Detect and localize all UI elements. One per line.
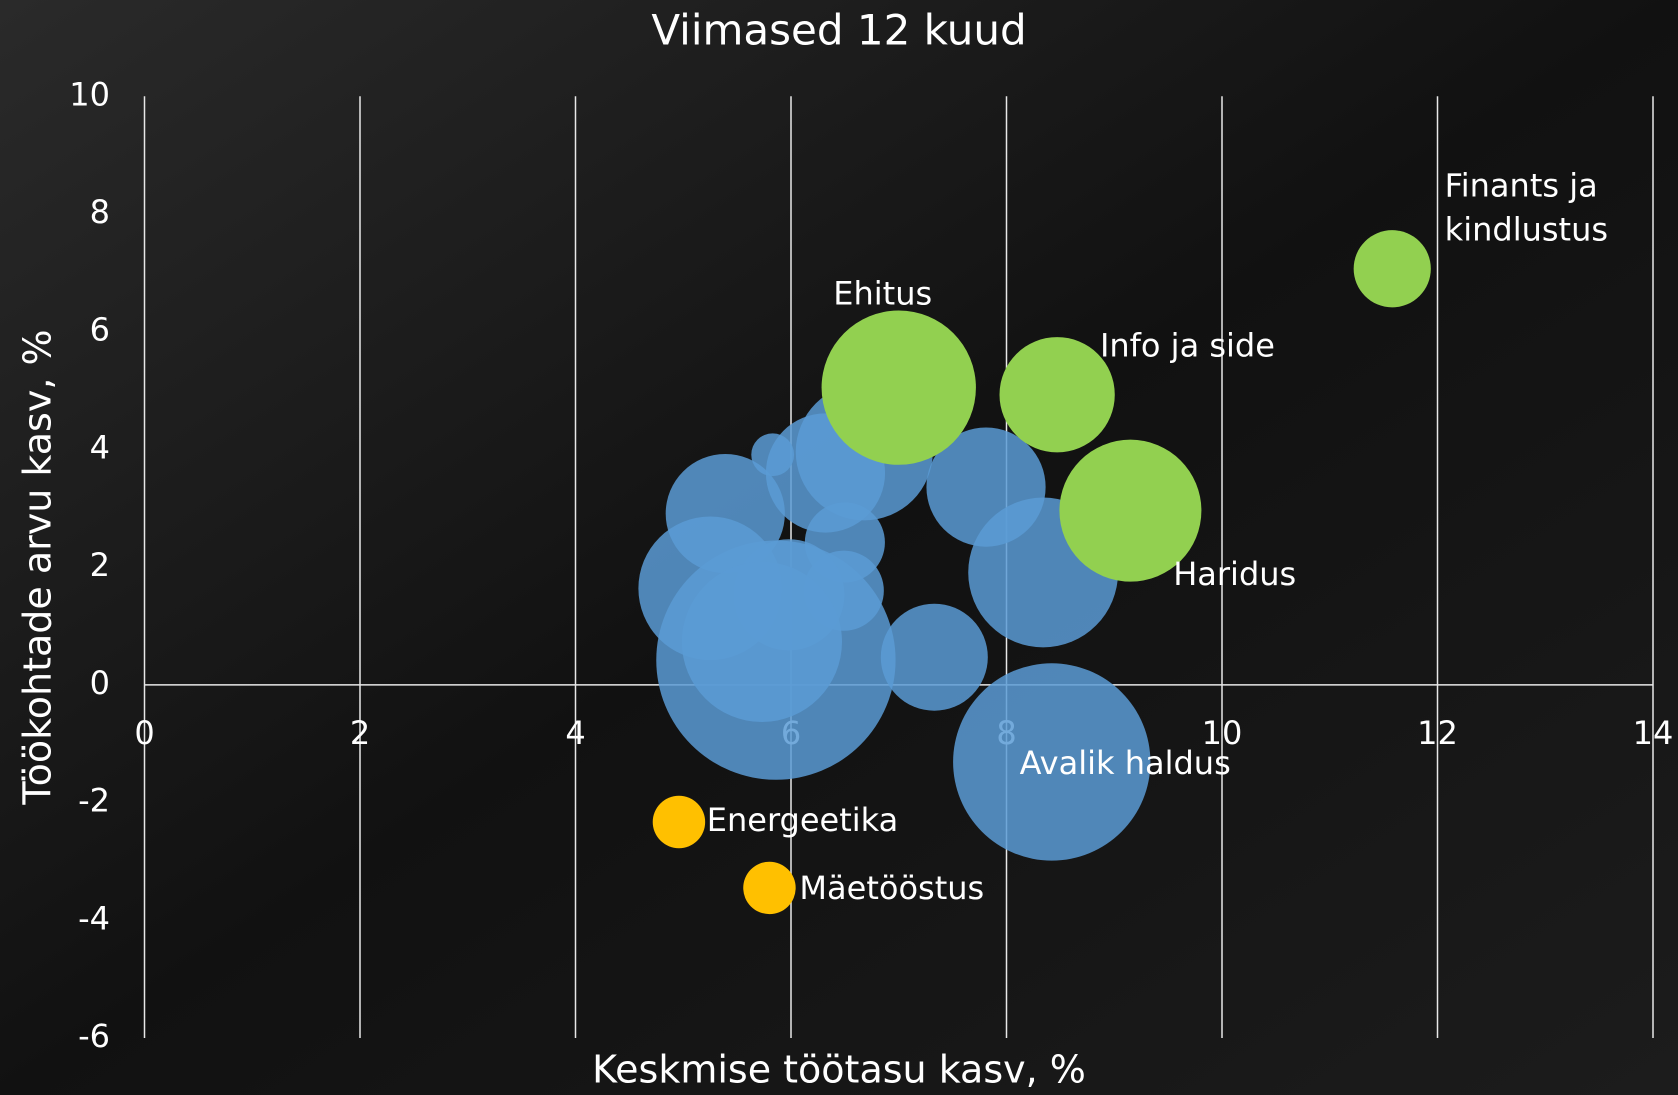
bubble — [743, 861, 796, 915]
x-tick-label: 0 — [134, 714, 154, 752]
data-label: Info ja side — [1100, 327, 1275, 365]
y-tick-label: -2 — [78, 782, 110, 820]
data-label: Mäetööstus — [799, 869, 984, 907]
bubble — [999, 337, 1115, 453]
y-tick-label: 10 — [69, 75, 110, 113]
bubble — [1059, 439, 1202, 582]
y-tick-label: 2 — [90, 546, 110, 584]
y-tick-label: -6 — [78, 1017, 110, 1055]
bubble — [953, 663, 1151, 861]
data-label: Finants ja kindlustus — [1445, 166, 1608, 248]
y-tick-label: 4 — [90, 428, 110, 466]
bubble — [880, 603, 988, 711]
y-tick-label: 8 — [90, 193, 110, 231]
y-axis-label: Töökohtade arvu kasv, % — [16, 329, 60, 805]
bubble — [821, 310, 976, 465]
x-tick-label: 4 — [565, 714, 585, 752]
y-tick-label: 6 — [90, 311, 110, 349]
bubble — [1353, 230, 1431, 308]
bubble — [751, 433, 795, 477]
x-tick-label: 10 — [1202, 714, 1243, 752]
bubble — [665, 454, 785, 574]
data-label: Ehitus — [833, 275, 932, 313]
y-tick-label: 0 — [90, 664, 110, 702]
data-label: Energeetika — [707, 801, 898, 839]
x-axis-label: Keskmise töötasu kasv, % — [592, 1048, 1086, 1092]
data-label: Avalik haldus — [1020, 744, 1231, 782]
x-tick-label: 14 — [1633, 714, 1674, 752]
x-tick-label: 2 — [350, 714, 370, 752]
x-tick-label: 12 — [1417, 714, 1458, 752]
data-label: Haridus — [1173, 555, 1296, 593]
chart-title: Viimased 12 kuud — [651, 6, 1026, 55]
bubble — [681, 561, 842, 722]
y-tick-label: -4 — [78, 899, 110, 937]
bubble — [652, 795, 706, 849]
